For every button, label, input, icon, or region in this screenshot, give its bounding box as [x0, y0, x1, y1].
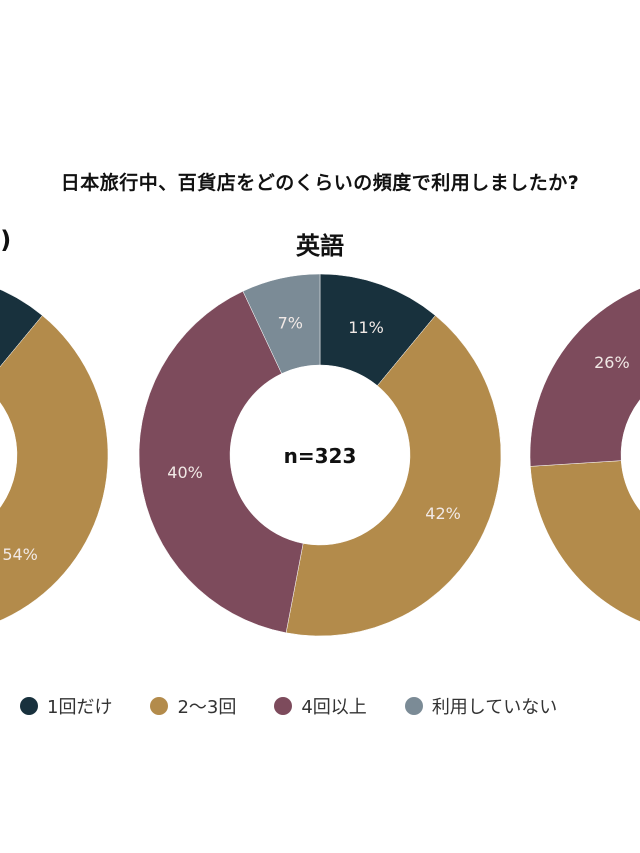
- slice-label-2-3-times: 54%: [2, 545, 38, 564]
- legend-swatch: [150, 697, 169, 715]
- donut-slice-4-plus: [138, 290, 304, 634]
- slice-label-4-plus: 40%: [167, 463, 203, 482]
- donut-slice-2-3-times: [0, 315, 109, 621]
- legend-item-none: 利用していない: [404, 693, 557, 719]
- donut-slice-2-3-times: [285, 315, 502, 637]
- left-chart-subtitle: s): [0, 226, 12, 254]
- slice-label-4-plus: 26%: [594, 353, 630, 372]
- legend-swatch: [274, 697, 293, 715]
- legend-swatch: [404, 697, 423, 715]
- legend-swatch: [20, 697, 38, 715]
- sample-size-label: n=323: [284, 444, 357, 468]
- legend-item-2-3: 2〜3回: [150, 693, 236, 719]
- slice-label-once: 11%: [348, 318, 384, 337]
- slice-label-2-3-times: 42%: [425, 504, 461, 523]
- donut-slice-4-plus: [529, 288, 640, 467]
- legend-item-4plus: 4回以上: [274, 693, 367, 719]
- legend-item-once: 1回だけ: [20, 693, 112, 719]
- legend: 1回だけ 2〜3回 4回以上 利用していない: [20, 693, 595, 719]
- donut-slice-2-3-times: [530, 460, 640, 622]
- chart-title: 日本旅行中、百貨店をどのくらいの頻度で利用しましたか?: [60, 172, 580, 194]
- slice-label-not-used: 7%: [278, 313, 303, 332]
- donut-slice-not-used: [242, 273, 321, 374]
- middle-chart-subtitle: 英語: [296, 232, 344, 260]
